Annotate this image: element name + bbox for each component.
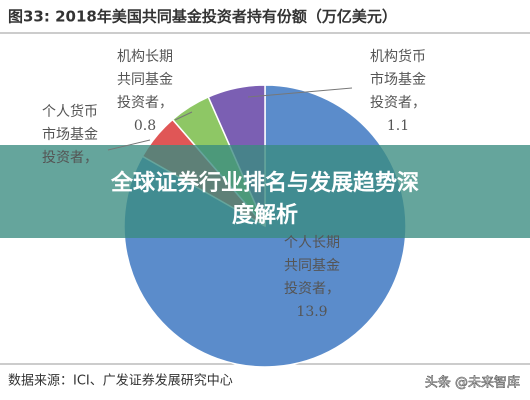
slice-label: 机构货币 — [370, 48, 426, 65]
slice-label: 机构长期 — [117, 49, 173, 65]
slice-label: 投资者， — [284, 281, 340, 297]
watermark: 头条 @未来智库 — [425, 375, 520, 391]
leader-line — [247, 87, 353, 98]
banner-text: 全球证券行业排名与发展趋势深 — [110, 170, 419, 196]
slice-value: 0.8 — [134, 118, 156, 134]
slice-label: 市场基金 — [370, 71, 426, 88]
slice-value: 1.1 — [387, 118, 409, 134]
slice-label: 投资者， — [42, 150, 98, 166]
leader-line — [107, 139, 151, 151]
banner-text: 度解析 — [232, 202, 298, 228]
source: 数据来源：ICI、广发证券发展研究中心 — [8, 373, 233, 389]
slice-label: 共同基金 — [284, 257, 340, 274]
slice-label: 个人长期 — [284, 235, 340, 251]
slice-label: 共同基金 — [117, 71, 173, 88]
slice-label: 市场基金 — [42, 126, 98, 143]
chart-title: 图33: 2018年美国共同基金投资者持有份额（万亿美元） — [8, 8, 397, 26]
slice-value: 13.9 — [296, 304, 327, 320]
banner — [0, 145, 530, 238]
slice-label: 投资者， — [370, 95, 426, 111]
slice-label: 个人货币 — [42, 103, 98, 120]
leader-line — [174, 111, 193, 121]
slice-label: 投资者， — [117, 95, 173, 111]
